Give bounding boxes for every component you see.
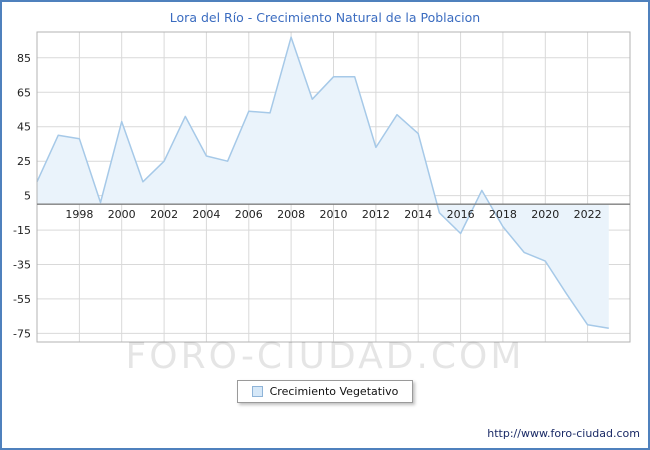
x-tick-label: 2006	[235, 208, 263, 221]
x-tick-label: 2018	[489, 208, 517, 221]
legend: Crecimiento Vegetativo	[2, 380, 648, 403]
plot-border	[36, 31, 631, 343]
y-tick-label: -55	[13, 293, 31, 306]
x-tick-label: 2012	[362, 208, 390, 221]
y-tick-label: 45	[17, 121, 31, 134]
x-tick-label: 2014	[404, 208, 432, 221]
x-tick-label: 2020	[531, 208, 559, 221]
x-tick-label: 2008	[277, 208, 305, 221]
y-tick-label: 65	[17, 86, 31, 99]
y-tick-label: -35	[13, 259, 31, 272]
trend-line	[36, 36, 609, 329]
x-tick-label: 2022	[574, 208, 602, 221]
x-tick-label: 2010	[320, 208, 348, 221]
legend-box: Crecimiento Vegetativo	[236, 380, 414, 403]
y-tick-label: -75	[13, 327, 31, 340]
area-fill	[37, 37, 609, 329]
y-tick-label: 5	[24, 190, 31, 203]
y-tick-label: 85	[17, 52, 31, 65]
y-tick-label: -15	[13, 224, 31, 237]
x-tick-label: 2000	[108, 208, 136, 221]
legend-label: Crecimiento Vegetativo	[269, 385, 399, 398]
legend-swatch	[251, 386, 263, 397]
x-tick-label: 1998	[65, 208, 93, 221]
y-tick-label: 25	[17, 155, 31, 168]
x-tick-label: 2004	[192, 208, 220, 221]
chart-title: Lora del Río - Crecimiento Natural de la…	[169, 10, 481, 25]
x-tick-label: 2016	[447, 208, 475, 221]
x-tick-label: 2002	[150, 208, 178, 221]
footer-link[interactable]: http://www.foro-ciudad.com	[487, 427, 640, 440]
